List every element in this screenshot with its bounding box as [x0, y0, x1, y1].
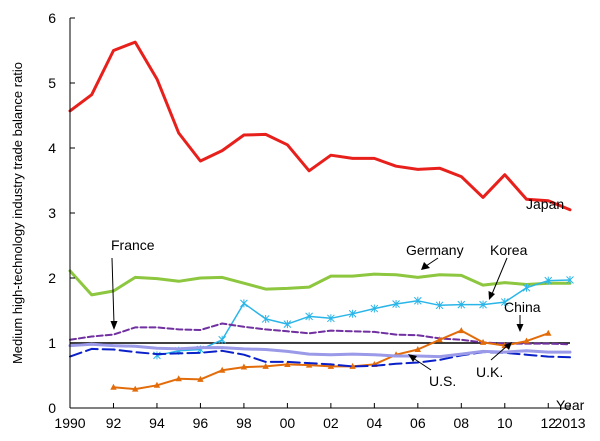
- point-korea: [261, 314, 270, 323]
- point-china: [479, 338, 487, 345]
- series-line-korea: [156, 279, 571, 357]
- leader-line-us: [412, 357, 432, 371]
- point-china: [240, 363, 248, 370]
- y-tick-label: 0: [48, 400, 56, 416]
- x-tick-label: 04: [367, 415, 383, 431]
- series-line-uk: [68, 342, 572, 359]
- point-china: [349, 362, 356, 369]
- annotation-france: France: [111, 237, 155, 253]
- x-tick-label: 12: [540, 415, 556, 431]
- y-tick-label: 5: [48, 75, 56, 91]
- leader-arrow-uk: [504, 342, 512, 350]
- point-korea: [500, 298, 509, 307]
- leader-arrow-china: [516, 324, 524, 332]
- series-china: [110, 327, 552, 392]
- point-korea: [348, 309, 357, 318]
- x-tick-label: 00: [280, 415, 296, 431]
- annotation-uk: U.K.: [476, 364, 503, 380]
- point-korea: [218, 335, 227, 344]
- y-tick-label: 1: [48, 335, 56, 351]
- annotation-germany: Germany: [406, 242, 464, 258]
- point-china: [218, 366, 226, 373]
- point-china: [545, 329, 552, 336]
- y-axis-label: Medium high-technology industry trade ba…: [10, 62, 25, 364]
- x-tick-label: 2013: [554, 415, 585, 431]
- series-line-us: [69, 347, 571, 368]
- point-korea: [392, 300, 400, 308]
- x-tick-label: 92: [106, 415, 122, 431]
- point-china: [132, 385, 139, 392]
- annotation-korea: Korea: [490, 242, 528, 258]
- point-korea: [370, 304, 379, 313]
- point-china: [458, 327, 465, 334]
- leader-arrow-france: [110, 321, 118, 330]
- x-tick-label: 98: [236, 415, 252, 431]
- point-korea: [240, 299, 248, 308]
- leader-line-uk: [490, 345, 508, 361]
- point-china: [284, 360, 291, 367]
- point-china: [197, 375, 204, 382]
- y-tick-label: 6: [48, 10, 56, 26]
- series-line-germany: [68, 269, 572, 297]
- y-tick-label: 3: [48, 205, 56, 221]
- x-tick-label: 08: [454, 415, 470, 431]
- point-china: [153, 381, 161, 388]
- point-china: [436, 336, 443, 343]
- x-tick-label: 02: [323, 415, 339, 431]
- point-china: [305, 361, 313, 368]
- point-korea: [283, 320, 292, 329]
- series-japan: [68, 40, 572, 212]
- leader-arrow-germany: [421, 262, 430, 270]
- x-tick-label: 1990: [54, 415, 85, 431]
- point-china: [523, 337, 530, 344]
- point-korea: [457, 300, 466, 309]
- annotation-japan: Japan: [526, 196, 564, 212]
- point-korea: [327, 314, 335, 323]
- x-tick-label: 96: [193, 415, 209, 431]
- point-korea: [479, 300, 487, 309]
- series-germany: [68, 269, 572, 297]
- series-uk: [68, 342, 572, 359]
- series-line-japan: [68, 40, 572, 212]
- point-korea: [305, 312, 313, 321]
- point-china: [110, 383, 117, 390]
- point-china: [262, 362, 269, 369]
- series-us: [69, 347, 571, 368]
- series-line-france: [69, 322, 571, 346]
- point-china: [175, 375, 182, 382]
- x-tick-label: 06: [410, 415, 426, 431]
- point-china: [414, 346, 422, 352]
- series-france: [69, 322, 571, 346]
- leader-arrow-korea: [488, 291, 495, 300]
- leader-line-germany: [425, 257, 439, 267]
- annotation-us: U.S.: [429, 373, 456, 389]
- point-korea: [522, 283, 531, 292]
- x-tick-label: 94: [149, 415, 165, 431]
- leader-arrow-us: [408, 354, 417, 362]
- x-tick-label: 10: [497, 415, 513, 431]
- point-korea: [544, 276, 553, 285]
- point-korea: [413, 296, 422, 305]
- x-axis-label: Year: [556, 397, 585, 413]
- leader-line-france: [111, 257, 115, 325]
- annotation-china: China: [504, 299, 541, 315]
- point-korea: [566, 275, 574, 284]
- point-china: [327, 362, 335, 369]
- y-tick-label: 2: [48, 270, 56, 286]
- leader-line-korea: [491, 257, 508, 295]
- point-korea: [435, 301, 444, 310]
- y-tick-label: 4: [48, 140, 56, 156]
